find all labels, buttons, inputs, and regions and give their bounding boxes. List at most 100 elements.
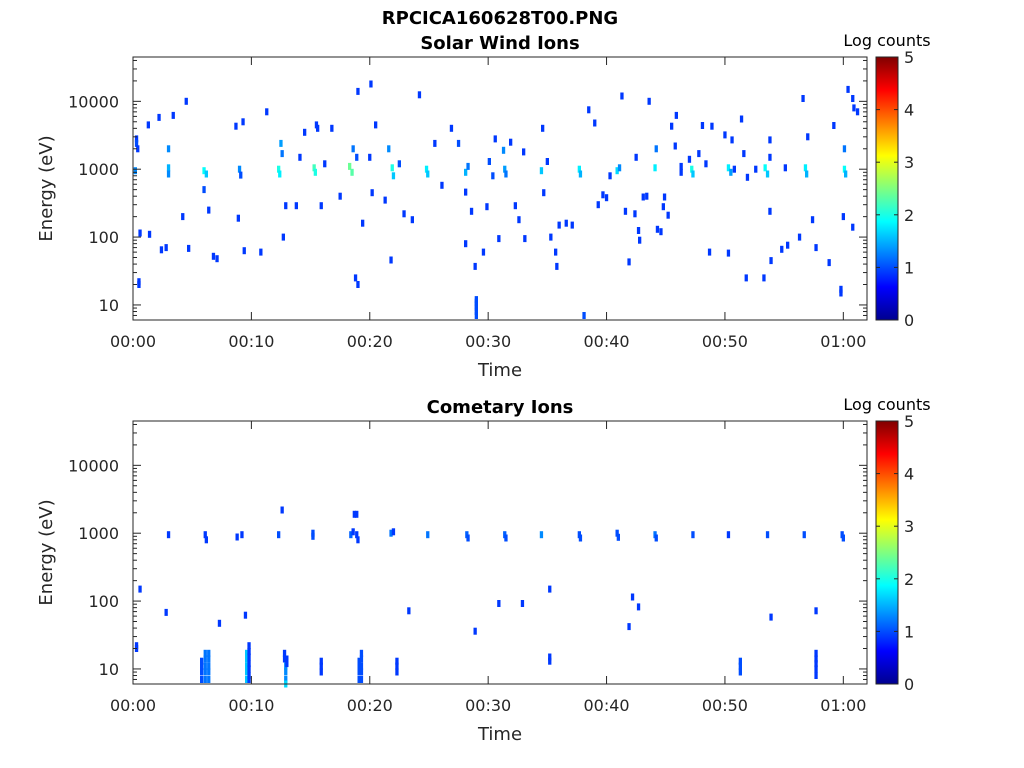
data-pixel xyxy=(284,668,288,676)
data-pixel xyxy=(497,235,501,243)
colorbar-tick-label: 2 xyxy=(904,570,914,589)
data-pixel xyxy=(395,668,399,676)
colorbar-gradient xyxy=(875,420,899,685)
data-pixel xyxy=(674,111,678,119)
data-pixel xyxy=(136,145,140,153)
data-pixel xyxy=(355,510,359,518)
data-pixel xyxy=(501,146,506,154)
data-pixel xyxy=(655,225,660,233)
data-pixel xyxy=(247,653,251,661)
spectrogram-data xyxy=(133,80,860,319)
data-pixel xyxy=(841,534,845,542)
data-pixel xyxy=(839,285,843,293)
data-pixel xyxy=(768,153,772,161)
x-tick-label: 00:40 xyxy=(583,332,629,351)
x-tick-label: 00:30 xyxy=(465,332,511,351)
data-pixel xyxy=(827,259,831,267)
data-pixel xyxy=(769,257,773,265)
data-pixel xyxy=(159,246,164,254)
data-pixel xyxy=(832,122,836,129)
data-pixel xyxy=(481,248,486,256)
data-pixel xyxy=(265,108,269,116)
data-pixel xyxy=(726,164,731,172)
x-tick-label: 00:50 xyxy=(702,696,748,715)
data-pixel xyxy=(277,165,281,173)
data-pixel xyxy=(615,529,619,537)
x-tick-label: 00:10 xyxy=(228,696,274,715)
data-pixel xyxy=(707,248,712,256)
colorbar-tick-label: 0 xyxy=(904,675,914,694)
data-pixel xyxy=(278,170,282,178)
data-pixel xyxy=(282,649,287,657)
data-pixel xyxy=(348,162,352,170)
data-pixel xyxy=(666,211,670,219)
data-pixel xyxy=(627,258,631,266)
data-pixel xyxy=(133,167,137,175)
data-pixel xyxy=(243,611,248,619)
data-pixel xyxy=(298,153,302,161)
data-pixel xyxy=(654,145,658,153)
data-pixel xyxy=(549,233,553,241)
data-pixel xyxy=(284,202,288,210)
y-axis-label: Energy (eV) xyxy=(36,135,57,241)
data-pixel xyxy=(627,623,631,631)
data-pixel xyxy=(814,665,818,673)
data-pixel xyxy=(700,122,705,129)
data-pixel xyxy=(647,97,651,105)
data-pixel xyxy=(200,676,204,683)
data-pixel xyxy=(852,104,856,112)
y-tick-label: 1000 xyxy=(78,160,119,179)
data-pixel xyxy=(769,613,773,621)
data-pixel xyxy=(768,207,772,215)
data-pixel xyxy=(138,229,142,237)
data-pixel xyxy=(509,138,513,146)
data-pixel xyxy=(617,164,622,172)
data-pixel xyxy=(368,153,372,161)
data-pixel xyxy=(504,534,508,542)
data-pixel xyxy=(554,248,558,256)
x-axis-label: Time xyxy=(477,724,522,745)
data-pixel xyxy=(738,662,742,670)
data-pixel xyxy=(523,235,527,243)
data-pixel xyxy=(203,655,207,663)
data-pixel xyxy=(369,80,373,88)
data-pixel xyxy=(281,233,285,241)
data-pixel xyxy=(726,249,731,257)
data-pixel xyxy=(636,603,641,611)
data-pixel xyxy=(311,532,315,540)
data-pixel xyxy=(200,657,204,665)
data-pixel xyxy=(282,655,287,663)
axes-frame xyxy=(132,420,868,685)
data-pixel xyxy=(570,221,574,229)
data-pixel xyxy=(389,529,393,537)
x-tick-label: 00:30 xyxy=(465,696,511,715)
data-pixel xyxy=(493,135,497,143)
data-pixel xyxy=(814,672,818,679)
data-pixel xyxy=(259,248,263,256)
data-pixel xyxy=(739,115,744,123)
data-pixel xyxy=(517,216,521,224)
data-pixel xyxy=(184,97,188,105)
x-tick-label: 00:10 xyxy=(228,332,274,351)
data-pixel xyxy=(351,145,355,153)
data-pixel xyxy=(319,657,323,665)
data-pixel xyxy=(744,274,748,282)
x-tick-label: 00:40 xyxy=(583,696,629,715)
data-pixel xyxy=(242,247,246,255)
data-pixel xyxy=(520,600,525,607)
data-pixel xyxy=(844,170,848,178)
data-pixel xyxy=(247,676,251,683)
data-pixel xyxy=(691,170,695,178)
data-pixel xyxy=(359,662,364,670)
data-pixel xyxy=(387,145,391,153)
data-pixel xyxy=(487,158,491,165)
y-tick-label: 10 xyxy=(99,296,119,315)
data-pixel xyxy=(166,170,171,178)
data-pixel xyxy=(670,122,674,130)
data-pixel xyxy=(164,244,168,252)
colorbar-tick-label: 3 xyxy=(904,153,914,172)
data-pixel xyxy=(732,165,736,173)
data-pixel xyxy=(207,668,211,676)
